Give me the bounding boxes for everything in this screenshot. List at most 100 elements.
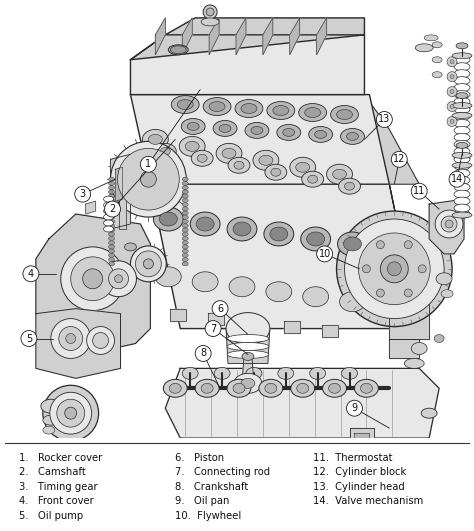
Ellipse shape [450, 119, 454, 124]
Ellipse shape [136, 251, 161, 277]
Ellipse shape [82, 269, 102, 289]
Polygon shape [389, 279, 429, 339]
Ellipse shape [226, 313, 270, 345]
Ellipse shape [447, 87, 457, 97]
Ellipse shape [454, 105, 470, 113]
Ellipse shape [452, 212, 472, 218]
Ellipse shape [302, 171, 324, 187]
Text: 14: 14 [451, 174, 463, 184]
Ellipse shape [259, 155, 273, 165]
Ellipse shape [346, 400, 363, 416]
Ellipse shape [338, 178, 360, 194]
Ellipse shape [339, 292, 365, 312]
Polygon shape [355, 433, 369, 443]
Polygon shape [110, 155, 130, 229]
Ellipse shape [452, 102, 472, 108]
Ellipse shape [376, 241, 384, 249]
Ellipse shape [142, 130, 168, 149]
Ellipse shape [41, 399, 61, 413]
Ellipse shape [454, 140, 470, 148]
Polygon shape [170, 309, 186, 321]
Ellipse shape [109, 186, 115, 190]
Ellipse shape [190, 212, 220, 236]
Ellipse shape [270, 227, 288, 241]
Ellipse shape [109, 228, 115, 232]
Polygon shape [116, 167, 122, 201]
Ellipse shape [421, 408, 437, 418]
Text: 8.   Crankshaft: 8. Crankshaft [175, 482, 249, 492]
Ellipse shape [456, 142, 468, 148]
Ellipse shape [182, 182, 188, 185]
Ellipse shape [380, 255, 408, 282]
Ellipse shape [51, 319, 91, 358]
Ellipse shape [109, 262, 115, 266]
Ellipse shape [307, 232, 325, 246]
Ellipse shape [259, 379, 283, 397]
Ellipse shape [241, 378, 255, 388]
Ellipse shape [290, 157, 316, 177]
Text: 7.   Connecting rod: 7. Connecting rod [175, 467, 271, 477]
Ellipse shape [454, 204, 470, 212]
Ellipse shape [109, 253, 115, 258]
Polygon shape [118, 194, 127, 229]
Ellipse shape [267, 101, 295, 119]
Ellipse shape [196, 217, 214, 231]
Ellipse shape [454, 76, 470, 84]
Ellipse shape [182, 258, 188, 262]
Ellipse shape [265, 164, 287, 180]
Ellipse shape [109, 182, 115, 185]
Ellipse shape [214, 367, 230, 379]
Ellipse shape [265, 383, 277, 393]
Ellipse shape [197, 155, 207, 162]
Ellipse shape [219, 124, 231, 132]
Ellipse shape [171, 96, 199, 114]
Ellipse shape [233, 222, 251, 236]
Ellipse shape [253, 150, 279, 170]
Polygon shape [322, 324, 337, 337]
Ellipse shape [454, 106, 470, 114]
Ellipse shape [454, 133, 470, 141]
Ellipse shape [109, 190, 115, 194]
Ellipse shape [155, 143, 176, 159]
Ellipse shape [454, 176, 470, 184]
Ellipse shape [415, 44, 433, 52]
Polygon shape [236, 18, 246, 55]
Ellipse shape [206, 8, 214, 16]
Ellipse shape [209, 101, 225, 112]
Ellipse shape [182, 249, 188, 253]
Ellipse shape [454, 63, 470, 71]
Ellipse shape [360, 383, 373, 393]
Ellipse shape [447, 116, 457, 126]
Ellipse shape [227, 335, 269, 342]
Ellipse shape [182, 245, 188, 249]
Ellipse shape [140, 171, 156, 187]
Ellipse shape [310, 367, 326, 379]
Ellipse shape [182, 199, 188, 202]
Polygon shape [317, 18, 327, 55]
Ellipse shape [75, 186, 91, 202]
Ellipse shape [454, 119, 470, 127]
Ellipse shape [454, 197, 470, 205]
Polygon shape [290, 18, 300, 55]
Ellipse shape [277, 124, 301, 140]
Ellipse shape [404, 358, 424, 369]
Ellipse shape [182, 190, 188, 194]
Ellipse shape [179, 136, 205, 156]
Ellipse shape [109, 224, 115, 228]
Text: 12: 12 [393, 155, 405, 164]
Ellipse shape [234, 373, 262, 393]
Ellipse shape [450, 75, 454, 79]
Text: 11: 11 [413, 186, 425, 196]
Text: 2.   Camshaft: 2. Camshaft [19, 467, 86, 477]
Ellipse shape [323, 379, 346, 397]
Ellipse shape [43, 426, 55, 434]
Ellipse shape [181, 118, 205, 134]
Polygon shape [130, 18, 365, 60]
Ellipse shape [125, 243, 137, 251]
Ellipse shape [333, 169, 346, 179]
Ellipse shape [109, 269, 128, 289]
Ellipse shape [297, 383, 309, 393]
Polygon shape [263, 18, 273, 55]
Ellipse shape [450, 60, 454, 64]
Text: 5: 5 [26, 333, 32, 344]
